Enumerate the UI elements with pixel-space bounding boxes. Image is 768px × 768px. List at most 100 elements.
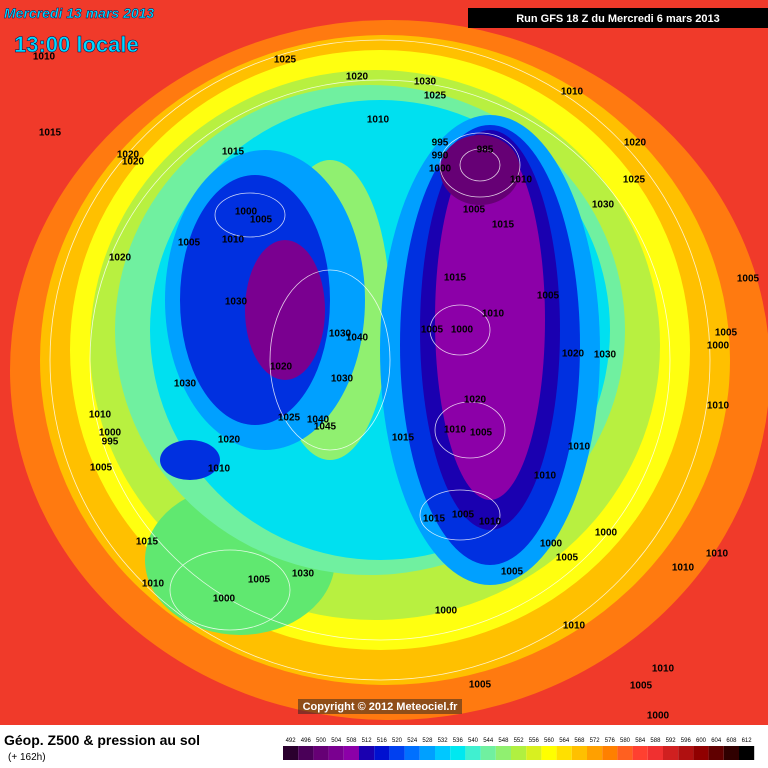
field-purple-east xyxy=(435,140,545,500)
isobar-label: 1040 xyxy=(307,415,330,426)
legend-label: 508 xyxy=(346,738,357,744)
isobar-label: 1030 xyxy=(225,297,248,308)
isobar-label: 1005 xyxy=(248,575,271,586)
isobar-label: 1020 xyxy=(562,349,585,360)
isobar-label: 1005 xyxy=(501,567,524,578)
isobar-label: 1010 xyxy=(208,464,231,475)
isobar-label: 1020 xyxy=(464,395,487,406)
isobar-label: 1000 xyxy=(451,325,474,336)
legend-label: 556 xyxy=(529,738,540,744)
isobar-label: 1020 xyxy=(346,72,369,83)
isobar-label: 1025 xyxy=(424,91,447,102)
legend-swatch xyxy=(511,746,527,760)
isobar-label: 1015 xyxy=(492,220,515,231)
legend-swatch xyxy=(404,746,420,760)
isobar-label: 1005 xyxy=(469,680,492,691)
isobar-label: 1010 xyxy=(367,115,390,126)
legend-label: 540 xyxy=(468,738,479,744)
isobar-label: 1005 xyxy=(537,291,560,302)
field-blue-small xyxy=(160,440,220,480)
legend-swatch xyxy=(632,746,648,760)
legend-label: 504 xyxy=(331,738,342,744)
legend-label: 532 xyxy=(438,738,449,744)
legend-label: 580 xyxy=(620,738,631,744)
legend-swatch xyxy=(663,746,679,760)
legend-swatch xyxy=(465,746,481,760)
isobar-label: 1030 xyxy=(594,350,617,361)
field-purple-west xyxy=(245,240,325,380)
isobar-label: 1000 xyxy=(647,711,670,722)
legend-label: 496 xyxy=(301,738,312,744)
legend-swatch xyxy=(343,746,359,760)
isobar-label: 1020 xyxy=(122,157,145,168)
isobar-label: 1010 xyxy=(33,52,56,63)
isobar-label: 1010 xyxy=(479,517,502,528)
isobar-label: 1010 xyxy=(707,401,730,412)
isobar-label: 990 xyxy=(432,151,449,162)
legend-label: 568 xyxy=(574,738,585,744)
isobar-label: 1005 xyxy=(470,428,493,439)
forecast-lead: (+ 162h) xyxy=(8,752,46,763)
footer-title: Géop. Z500 & pression au sol xyxy=(4,732,200,748)
isobar-label: 1045 xyxy=(314,422,337,433)
isobar-label: 1010 xyxy=(89,410,112,421)
isobar-label: 1005 xyxy=(452,510,475,521)
legend-swatch xyxy=(313,746,329,760)
legend-swatch xyxy=(374,746,390,760)
isobar-label: 1005 xyxy=(737,274,760,285)
isobar-label: 1010 xyxy=(222,235,245,246)
isobar-label: 1010 xyxy=(510,175,533,186)
isobar-label: 1015 xyxy=(136,537,159,548)
isobar-label: 1015 xyxy=(444,273,467,284)
isobar-label: 1010 xyxy=(142,579,165,590)
isobar-label: 1005 xyxy=(178,238,201,249)
isobar-label: 1010 xyxy=(672,563,695,574)
isobar-label: 1020 xyxy=(109,253,132,264)
isobar-label: 1015 xyxy=(392,433,415,444)
legend-label: 500 xyxy=(316,738,327,744)
isobar-label: 1010 xyxy=(706,549,729,560)
legend-label: 612 xyxy=(742,738,753,744)
isobar-label: 1025 xyxy=(278,413,301,424)
legend-swatch xyxy=(571,746,587,760)
legend-swatch xyxy=(587,746,603,760)
legend-label: 552 xyxy=(514,738,525,744)
legend-swatch xyxy=(419,746,435,760)
legend-label: 564 xyxy=(559,738,570,744)
isobar-label: 1005 xyxy=(463,205,486,216)
isobar-label: 1005 xyxy=(630,681,653,692)
legend-swatch xyxy=(389,746,405,760)
isobar-label: 995 xyxy=(102,437,119,448)
copyright: Copyright © 2012 Meteociel.fr xyxy=(303,701,459,713)
isobar-label: 995 xyxy=(432,138,449,149)
isobar-label: 1000 xyxy=(540,539,563,550)
isobar-label: 1010 xyxy=(561,87,584,98)
isobar-label: 1005 xyxy=(90,463,113,474)
isobar-label: 1015 xyxy=(39,128,62,139)
run-box xyxy=(468,8,768,28)
legend-label: 576 xyxy=(605,738,616,744)
run-info: Run GFS 18 Z du Mercredi 6 mars 2013 xyxy=(516,13,720,25)
isobar-lines xyxy=(49,39,711,681)
local-time: 13:00 locale xyxy=(14,32,139,57)
legend-swatch xyxy=(541,746,557,760)
legend-swatch xyxy=(723,746,739,760)
legend-label: 592 xyxy=(666,738,677,744)
legend-swatch xyxy=(526,746,542,760)
isobar-label: 1005 xyxy=(715,328,738,339)
legend-swatch xyxy=(602,746,618,760)
legend-swatch xyxy=(678,746,694,760)
legend-label: 512 xyxy=(362,738,373,744)
legend-label: 560 xyxy=(544,738,555,744)
legend-label: 548 xyxy=(498,738,509,744)
isobar-label: 1000 xyxy=(595,528,618,539)
legend-swatch xyxy=(693,746,709,760)
isobar-label: 1005 xyxy=(421,325,444,336)
isobar-label: 1030 xyxy=(292,569,315,580)
legend-label: 608 xyxy=(726,738,737,744)
legend-swatch xyxy=(298,746,314,760)
isobar-label: 1010 xyxy=(482,309,505,320)
isobar-label: 1000 xyxy=(235,207,258,218)
legend-swatch xyxy=(435,746,451,760)
